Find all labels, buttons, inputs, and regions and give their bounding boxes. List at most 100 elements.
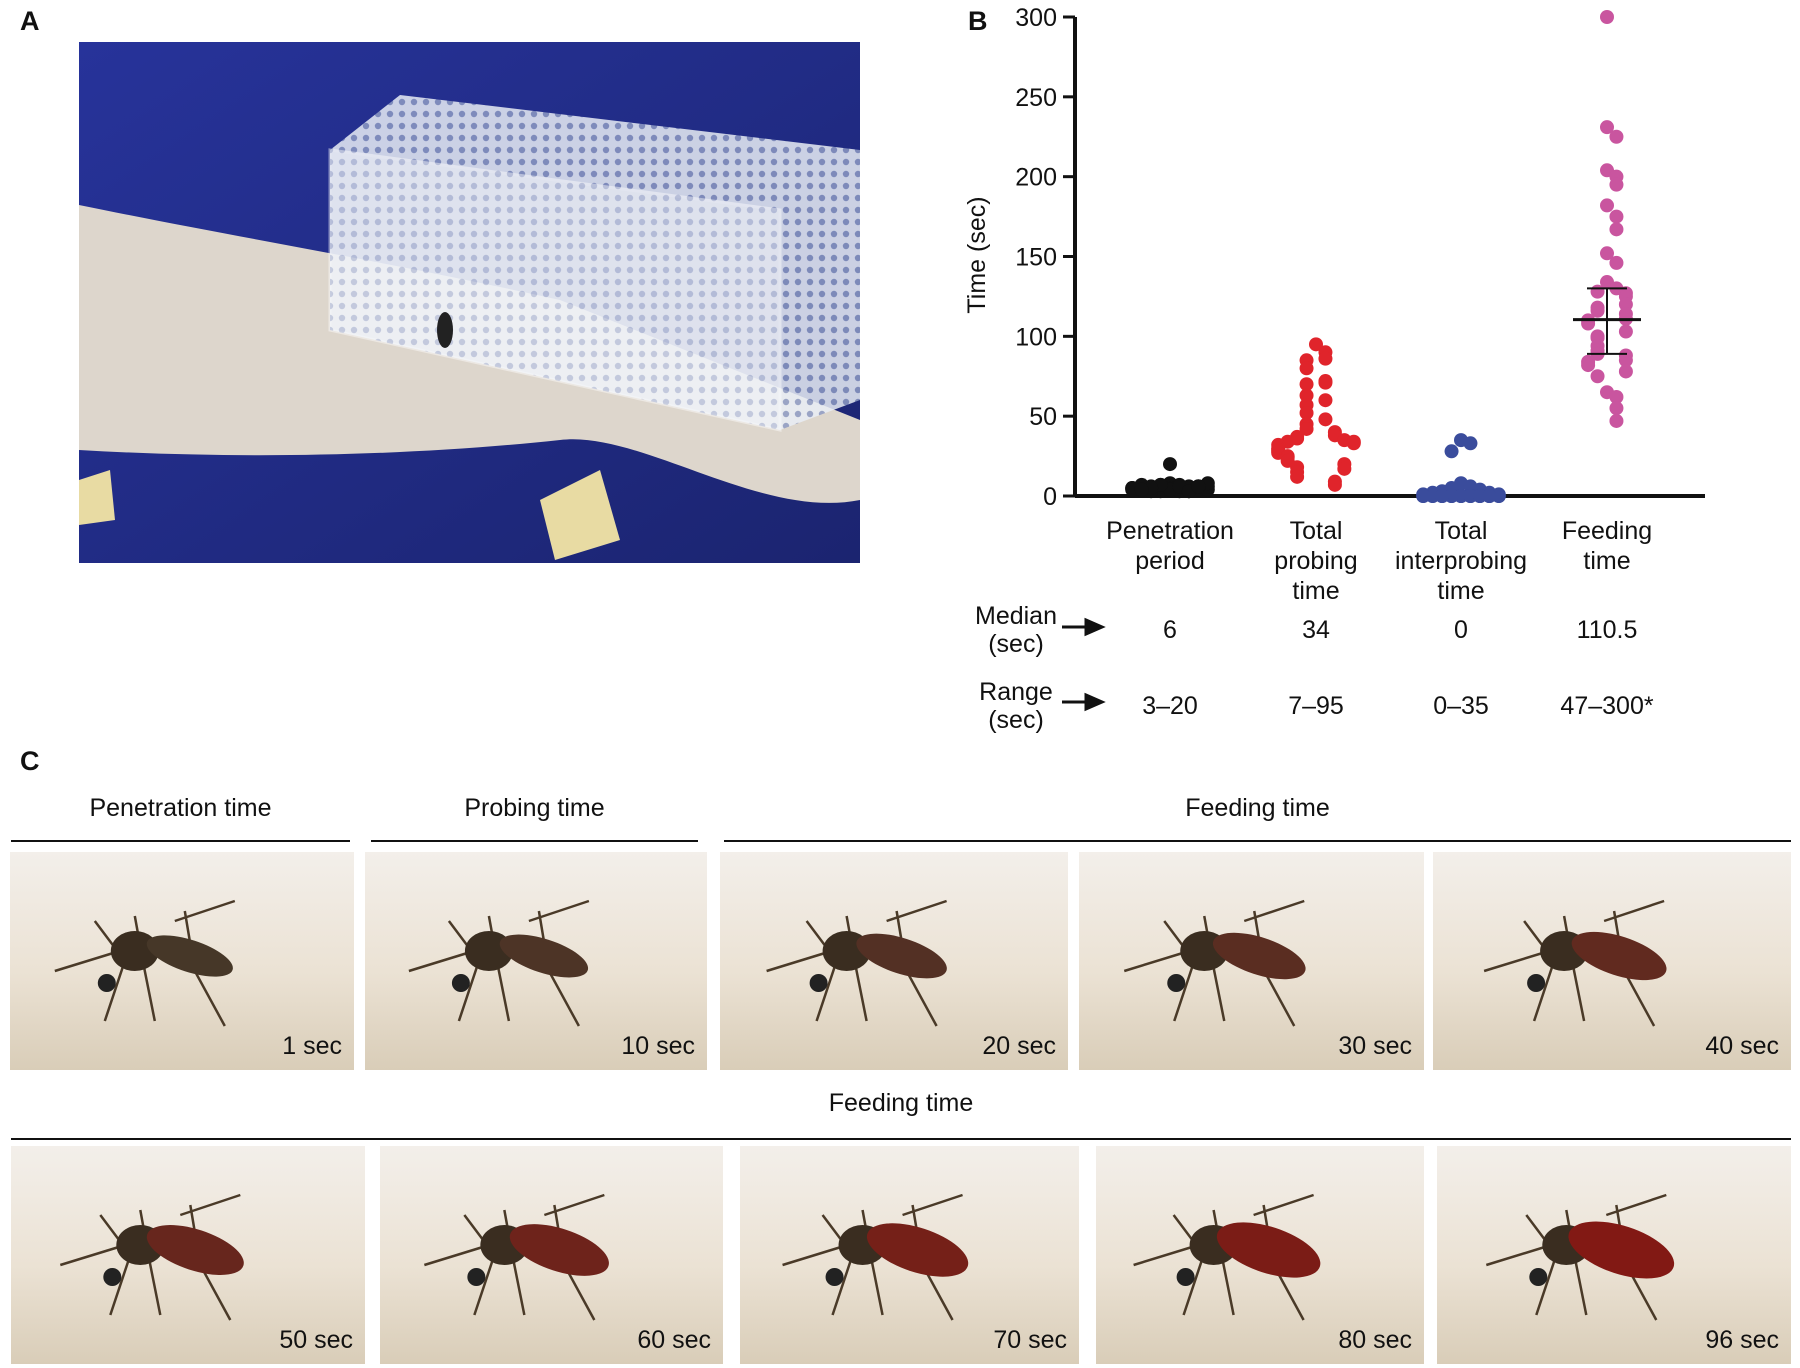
group-header: Penetration time	[89, 794, 271, 822]
mosquito-leg	[54, 949, 121, 973]
row-label: Range (sec)	[979, 678, 1053, 734]
mosquito-leg	[782, 1243, 848, 1267]
mosquito-head	[1167, 974, 1186, 992]
median-value: 0	[1454, 616, 1468, 644]
data-point	[1618, 297, 1633, 312]
mosquito-leg	[1605, 1193, 1667, 1217]
y-tick-label: 200	[1015, 164, 1057, 192]
data-point	[1609, 222, 1624, 237]
mosquito-abdomen	[1212, 932, 1306, 980]
dot-plot: 0 50 100 150 200 250 300 Penetration period 6 3–20…	[975, 4, 1705, 734]
data-point	[1290, 469, 1305, 484]
x-tick-label: Total interprobing time	[1395, 517, 1527, 605]
data-point	[1191, 479, 1206, 494]
mosquito-head	[825, 1268, 844, 1286]
data-point	[1618, 324, 1633, 339]
frame-time: 30 sec	[1338, 1032, 1412, 1060]
y-axis-label: Time (sec)	[963, 196, 991, 313]
range-value: 3–20	[1142, 692, 1198, 720]
mosquito-leg	[543, 1193, 605, 1217]
mosquito-leg	[423, 1243, 490, 1267]
data-point	[1444, 444, 1459, 459]
x-tick-label: Feeding time	[1562, 517, 1652, 575]
frame-series: Penetration time Probing time Feeding time…	[10, 794, 1791, 1364]
arrows	[1062, 617, 1106, 712]
y-tick-label: 50	[1029, 403, 1057, 431]
mosquito-head	[451, 974, 470, 992]
data-point	[1618, 364, 1633, 379]
data-point	[1318, 412, 1333, 427]
x-tick-label: Penetration period	[1106, 517, 1234, 575]
data-point	[1609, 390, 1624, 405]
frame-time: 80 sec	[1338, 1326, 1412, 1354]
video-frame: 70 sec	[740, 1146, 1079, 1364]
panel-label: B	[968, 6, 988, 36]
data-point	[1346, 436, 1361, 451]
data-point	[1618, 353, 1633, 368]
frame-time: 60 sec	[637, 1326, 711, 1354]
mosquito-head	[467, 1268, 486, 1286]
mosquito-head	[1176, 1268, 1195, 1286]
y-tick-label: 100	[1015, 323, 1057, 351]
mosquito-leg	[766, 949, 832, 973]
mosquito-abdomen	[1568, 1221, 1675, 1279]
data-point	[1463, 436, 1478, 451]
mosquito-abdomen	[1216, 1222, 1321, 1278]
mosquito-abdomen	[509, 1224, 609, 1276]
mosquito-leg	[1243, 899, 1305, 923]
row-label: Median (sec)	[975, 602, 1057, 658]
video-frame: 10 sec	[365, 852, 707, 1070]
data-point	[1590, 303, 1605, 318]
data-point	[1416, 489, 1431, 503]
data-point	[1609, 129, 1624, 144]
video-frame: 1 sec	[10, 852, 354, 1070]
range-value: 47–300*	[1560, 692, 1653, 720]
mosquito-leg	[174, 899, 236, 923]
mosquito-head	[97, 974, 116, 992]
video-frame: 50 sec	[11, 1146, 365, 1364]
data-point	[1299, 405, 1314, 420]
data-point	[1327, 477, 1342, 492]
photo-a	[79, 42, 860, 563]
mosquito-abdomen	[499, 934, 589, 978]
data-point	[1581, 358, 1596, 373]
frame-time: 20 sec	[982, 1032, 1056, 1060]
group-header: Feeding time	[1185, 794, 1330, 822]
data-point	[1609, 255, 1624, 270]
video-frame: 40 sec	[1433, 852, 1791, 1070]
mosquito-leg	[902, 1193, 963, 1217]
y-tick-label: 150	[1015, 244, 1057, 272]
data-point	[1600, 198, 1614, 213]
mosquito-head	[1529, 1268, 1548, 1286]
mosquito-leg	[1123, 949, 1190, 973]
data-point	[1134, 482, 1149, 497]
data-point	[1299, 421, 1314, 436]
panel-label: C	[20, 746, 40, 776]
data-point	[1609, 209, 1624, 224]
mosquito-leg	[886, 899, 947, 923]
group-header: Feeding time	[829, 1089, 974, 1117]
frame-time: 96 sec	[1705, 1326, 1779, 1354]
data-point	[1309, 337, 1323, 352]
median-value: 6	[1163, 616, 1177, 644]
mosquito-leg	[528, 899, 590, 923]
y-tick-label: 300	[1015, 4, 1057, 32]
frame-time: 1 sec	[282, 1032, 342, 1060]
data-point	[1318, 351, 1333, 366]
data-point	[1600, 120, 1614, 135]
video-frame: 20 sec	[720, 852, 1068, 1070]
mosquito-abdomen	[146, 1225, 244, 1275]
data-point	[1609, 413, 1624, 428]
mosquito-leg	[1253, 1193, 1314, 1217]
mosquito-leg	[1603, 899, 1665, 923]
mosquito-leg	[1485, 1243, 1552, 1267]
data-point	[1163, 457, 1177, 472]
data-point	[1299, 361, 1314, 376]
mosquito-leg	[59, 1243, 126, 1267]
video-frame: 80 sec	[1096, 1146, 1424, 1364]
mosquito-abdomen	[866, 1223, 969, 1277]
mosquito-leg	[1133, 1243, 1199, 1267]
x-tick-label: Total probing time	[1274, 517, 1357, 605]
mosquito-head	[1527, 974, 1546, 992]
